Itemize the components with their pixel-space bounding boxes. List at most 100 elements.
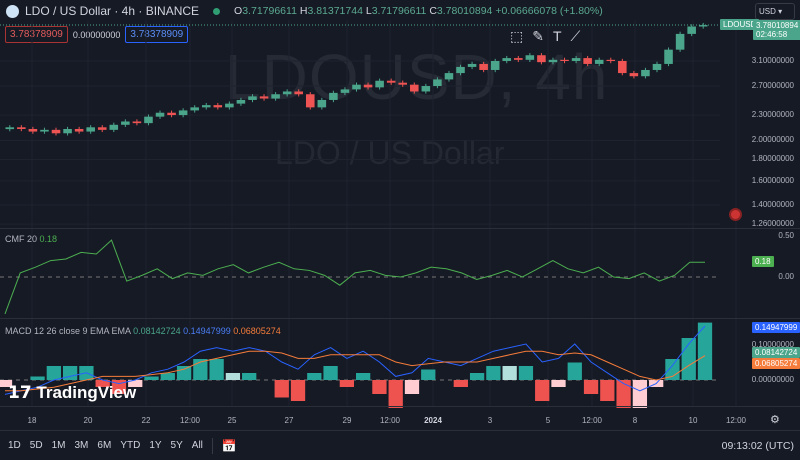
macd-histogram-bar: [225, 373, 241, 380]
buy-price-button[interactable]: 3.78378909: [125, 26, 189, 43]
hist-value-label: 0.08142724: [752, 347, 800, 358]
macd-histogram-bar: [242, 373, 257, 380]
candle-body: [675, 33, 685, 50]
price-tick: 3.10000000: [751, 55, 794, 65]
time-tick: 12:00: [581, 416, 603, 425]
candle-body: [17, 127, 26, 129]
macd-histogram-bar: [176, 366, 192, 380]
macd-histogram-bar: [665, 359, 680, 380]
text-tool-icon[interactable]: T: [552, 28, 562, 44]
symbol-title[interactable]: LDO / US Dollar · 4h · BINANCE: [25, 4, 200, 18]
brush-tool-icon[interactable]: ✎: [532, 28, 544, 44]
macd-histogram-bar: [62, 366, 78, 380]
macd-histogram-bar: [307, 373, 322, 380]
candle-body: [213, 105, 223, 108]
candle-body: [28, 128, 38, 132]
candle-body: [537, 55, 546, 63]
macd-histogram-bar: [600, 380, 615, 401]
macd-histogram-bar: [111, 380, 127, 394]
price-tick: 1.80000000: [751, 154, 794, 164]
time-tick: 5: [545, 416, 551, 425]
time-tick: 2024: [424, 416, 442, 425]
candle-body: [201, 105, 211, 108]
chart-canvas[interactable]: [0, 0, 800, 430]
macd-histogram-bar: [697, 322, 713, 380]
candle-body: [410, 84, 419, 92]
candle-body: [548, 59, 558, 63]
spread-value: 0.00000000: [72, 29, 121, 40]
candle-body: [248, 96, 257, 100]
candle-body: [421, 86, 431, 92]
macd-histogram-bar: [518, 366, 534, 380]
candle-body: [121, 121, 130, 125]
candle-body: [190, 107, 199, 111]
time-tick: 12:00: [725, 416, 747, 425]
macd-histogram-bar: [144, 376, 159, 380]
time-tick: 18: [27, 416, 37, 425]
time-tick: 20: [83, 416, 93, 425]
time-tick: 12:00: [179, 416, 201, 425]
rectangle-tool-icon[interactable]: ⬚: [510, 28, 524, 44]
candle-body: [514, 58, 523, 60]
candle-body: [456, 66, 465, 74]
cmf-axis-000: 0.00: [778, 272, 794, 281]
candle-body: [641, 69, 650, 77]
macd-histogram-bar: [290, 380, 306, 401]
candle-body: [259, 96, 269, 99]
price-tick: 1.40000000: [751, 200, 794, 210]
range-button-5d[interactable]: 5D: [29, 440, 43, 451]
range-button-1d[interactable]: 1D: [8, 440, 21, 451]
candle-body: [606, 59, 616, 61]
line-tool-icon[interactable]: ⟋: [570, 28, 581, 44]
price-tick: 2.00000000: [751, 135, 794, 145]
time-tick: 12:00: [379, 416, 401, 425]
range-button-5y[interactable]: 5Y: [170, 440, 183, 451]
range-button-1y[interactable]: 1Y: [149, 440, 162, 451]
range-button-3m[interactable]: 3M: [74, 440, 89, 451]
candle-body: [433, 79, 442, 87]
range-button-ytd[interactable]: YTD: [120, 440, 141, 451]
macd-histogram-bar: [551, 380, 566, 387]
candle-body: [352, 84, 361, 90]
signal-value-label: 0.06805274: [752, 358, 800, 369]
sell-price-button[interactable]: 3.78378909: [5, 26, 68, 43]
range-button-6m[interactable]: 6M: [97, 440, 112, 451]
macd-histogram-bar: [356, 373, 371, 380]
candle-body: [687, 26, 696, 34]
candle-body: [63, 128, 72, 134]
candle-body: [363, 84, 373, 88]
candle-body: [294, 91, 303, 95]
candle-body: [375, 80, 384, 88]
macd-axis-000: 0.00000000: [751, 375, 794, 384]
candle-body: [51, 129, 61, 134]
candle-body: [629, 73, 639, 77]
cmf-axis-050: 0.50: [778, 231, 794, 240]
candle-body: [340, 89, 350, 93]
candle-body: [5, 127, 15, 130]
candle-body: [479, 63, 488, 70]
bottom-toolbar: 1D 5D 1M 3M 6M YTD 1Y 5Y All 📅 09:13:02 (UTC): [0, 430, 800, 460]
macd-histogram-bar: [421, 369, 436, 380]
settings-gear-icon[interactable]: ⚙: [770, 414, 780, 426]
macd-histogram-bar: [46, 366, 61, 380]
range-button-all[interactable]: All: [191, 440, 203, 451]
time-tick: 27: [284, 416, 294, 425]
cmf-legend[interactable]: CMF 20 0.18: [5, 234, 58, 244]
macd-histogram-bar: [0, 380, 13, 387]
clock[interactable]: 09:13:02 (UTC): [721, 439, 794, 452]
currency-select[interactable]: USD ▾: [755, 3, 795, 20]
candle-body: [467, 63, 477, 67]
cmf-line: [4, 239, 705, 315]
price-tick: 2.70000000: [751, 81, 794, 91]
candle-body: [40, 129, 49, 132]
symbol-header: LDO / US Dollar · 4h · BINANCE O3.717966…: [6, 4, 603, 18]
calendar-goto-icon[interactable]: 📅: [221, 438, 237, 453]
macd-histogram-bar: [30, 376, 45, 380]
tradingview-logo[interactable]: 𝟭𝟳 TradingView: [8, 383, 137, 402]
market-status-icon: [213, 7, 221, 15]
macd-legend[interactable]: MACD 12 26 close 9 EMA EMA 0.08142724 0.…: [5, 326, 281, 336]
macd-histogram-bar: [453, 380, 468, 387]
ldo-logo-icon: [6, 4, 19, 18]
range-button-1m[interactable]: 1M: [51, 440, 66, 451]
us-flag-icon[interactable]: [729, 208, 742, 221]
